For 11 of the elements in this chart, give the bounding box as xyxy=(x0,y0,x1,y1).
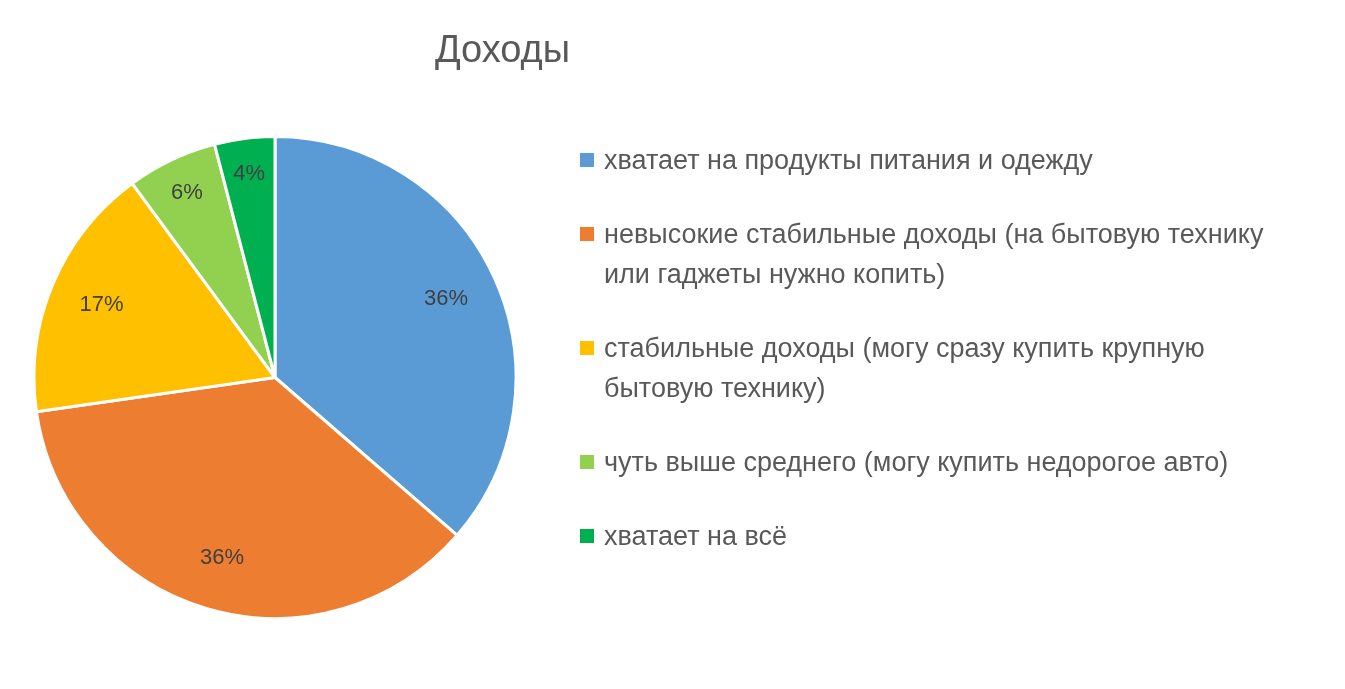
data-label: 4% xyxy=(233,160,265,186)
legend-label: чуть выше среднего (могу купить недорогое авто) xyxy=(604,446,1229,479)
data-label: 36% xyxy=(423,285,469,311)
legend-label: невысокие стабильные доходы (на бытовую технику или гаджеты нужно копить) xyxy=(604,218,1265,291)
data-label: 17% xyxy=(79,290,124,316)
legend-label: хватает на всё xyxy=(604,520,788,553)
legend-label: стабильные доходы (могу сразу купить крупную бытовую технику) xyxy=(604,332,1206,405)
legend-label: хватает на продукты питания и одежду xyxy=(604,144,1093,177)
chart-title: Доходы xyxy=(433,28,572,71)
data-label: 36% xyxy=(200,543,245,569)
data-label: 6% xyxy=(171,178,203,204)
